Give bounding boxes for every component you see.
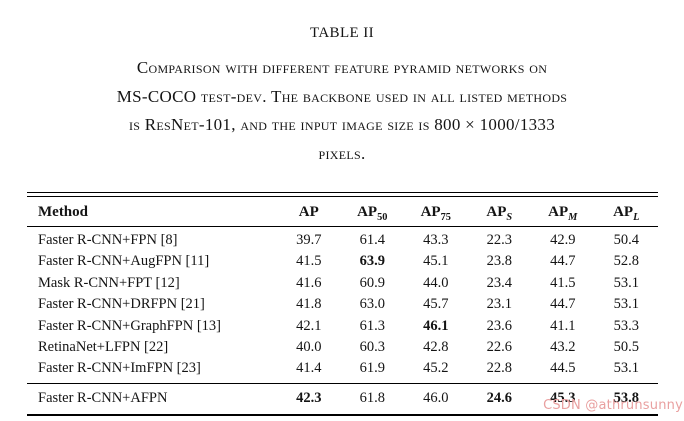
value-cell: 43.2 bbox=[550, 339, 576, 356]
value-cell: 53.3 bbox=[613, 317, 639, 334]
value-cell: 42.3 bbox=[277, 382, 341, 415]
value-cell: 44.5 bbox=[550, 360, 576, 377]
col-header-ap50: AP50 bbox=[340, 197, 404, 227]
csdn-watermark: CSDN @athrunsunny bbox=[543, 398, 683, 413]
table-row: Faster R-CNN+GraphFPN [13] 42.1 61.3 46.… bbox=[27, 316, 658, 337]
method-cell: Faster R-CNN+AugFPN [11] bbox=[38, 253, 210, 270]
caption-line: MS-COCO test-dev. The backbone used in a… bbox=[116, 86, 568, 106]
value-cell: 44.7 bbox=[550, 253, 576, 270]
value-cell: 46.1 bbox=[423, 317, 449, 334]
value-cell: 53.1 bbox=[613, 274, 639, 291]
header-row: Method AP AP50 AP75 APS APM APL bbox=[27, 197, 658, 227]
value-cell: 22.3 bbox=[486, 232, 512, 248]
value-cell: 22.8 bbox=[486, 360, 512, 377]
value-cell: 53.8 bbox=[594, 382, 658, 415]
value-cell: 42.8 bbox=[423, 339, 449, 356]
table-top-rule bbox=[27, 192, 658, 197]
method-cell: Faster R-CNN+AFPN bbox=[27, 382, 277, 415]
value-cell: 40.0 bbox=[296, 339, 322, 356]
table-row: Faster R-CNN+FPN [8] 39.7 61.4 43.3 22.3… bbox=[27, 227, 658, 252]
caption-title: TABLE II bbox=[309, 25, 375, 41]
value-cell: 53.1 bbox=[613, 296, 639, 313]
col-header-aps: APS bbox=[467, 197, 531, 227]
col-header-method: Method bbox=[27, 197, 277, 227]
col-header-apm: APM bbox=[531, 197, 595, 227]
method-cell: Faster R-CNN+ImFPN [23] bbox=[38, 360, 201, 377]
value-cell: 43.3 bbox=[423, 232, 449, 248]
value-cell: 41.8 bbox=[296, 296, 322, 313]
value-cell: 46.0 bbox=[404, 382, 468, 415]
method-cell: Faster R-CNN+GraphFPN [13] bbox=[38, 317, 221, 334]
value-cell: 39.7 bbox=[296, 232, 322, 248]
table-row: Mask R-CNN+FPT [12] 41.6 60.9 44.0 23.4 … bbox=[27, 273, 658, 294]
method-cell: Faster R-CNN+FPN [8] bbox=[38, 232, 178, 248]
value-cell: 50.4 bbox=[613, 232, 639, 248]
value-cell: 23.1 bbox=[486, 296, 512, 313]
value-cell: 45.3 bbox=[531, 382, 595, 415]
value-cell: 61.8 bbox=[340, 382, 404, 415]
value-cell: 53.1 bbox=[613, 360, 639, 377]
results-table-wrap: Method AP AP50 AP75 APS APM APL Faster R… bbox=[27, 192, 658, 417]
table-caption: TABLE II Comparison with different featu… bbox=[0, 25, 684, 168]
value-cell: 22.6 bbox=[486, 339, 512, 356]
col-header-ap75: AP75 bbox=[404, 197, 468, 227]
value-cell: 50.5 bbox=[613, 339, 639, 356]
value-cell: 45.1 bbox=[423, 253, 449, 270]
value-cell: 61.3 bbox=[359, 317, 385, 334]
value-cell: 41.5 bbox=[296, 253, 322, 270]
value-cell: 45.2 bbox=[423, 360, 449, 377]
value-cell: 61.4 bbox=[359, 232, 385, 248]
value-cell: 60.3 bbox=[359, 339, 385, 356]
value-cell: 44.7 bbox=[550, 296, 576, 313]
value-cell: 23.6 bbox=[486, 317, 512, 334]
table-row: RetinaNet+LFPN [22] 40.0 60.3 42.8 22.6 … bbox=[27, 337, 658, 358]
value-cell: 23.4 bbox=[486, 274, 512, 291]
value-cell: 63.0 bbox=[359, 296, 385, 313]
value-cell: 45.7 bbox=[423, 296, 449, 313]
table-row: Faster R-CNN+ImFPN [23] 41.4 61.9 45.2 2… bbox=[27, 358, 658, 383]
caption-line: pixels. bbox=[318, 143, 366, 163]
value-cell: 41.1 bbox=[550, 317, 576, 334]
method-cell: Mask R-CNN+FPT [12] bbox=[38, 274, 180, 291]
table-row: Faster R-CNN+AugFPN [11] 41.5 63.9 45.1 … bbox=[27, 251, 658, 272]
method-cell: RetinaNet+LFPN [22] bbox=[38, 339, 169, 356]
value-cell: 42.1 bbox=[296, 317, 322, 334]
value-cell: 41.6 bbox=[296, 274, 322, 291]
value-cell: 60.9 bbox=[359, 274, 385, 291]
caption-line: Comparison with different feature pyrami… bbox=[136, 58, 548, 77]
table-bottom-rule bbox=[27, 414, 658, 417]
table-row: Faster R-CNN+DRFPN [21] 41.8 63.0 45.7 2… bbox=[27, 294, 658, 315]
col-header-ap: AP bbox=[277, 197, 341, 227]
value-cell: 41.4 bbox=[296, 360, 322, 377]
results-table: Method AP AP50 AP75 APS APM APL Faster R… bbox=[27, 197, 658, 415]
caption-line: is ResNet-101, and the input image size … bbox=[128, 115, 556, 134]
value-cell: 41.5 bbox=[550, 274, 576, 291]
col-header-apl: APL bbox=[594, 197, 658, 227]
value-cell: 44.0 bbox=[423, 274, 449, 291]
table-row-final: Faster R-CNN+AFPN 42.3 61.8 46.0 24.6 45… bbox=[27, 382, 658, 415]
table-final-section: Faster R-CNN+AFPN 42.3 61.8 46.0 24.6 45… bbox=[27, 382, 658, 415]
value-cell: 42.9 bbox=[550, 232, 576, 248]
value-cell: 24.6 bbox=[467, 382, 531, 415]
value-cell: 23.8 bbox=[486, 253, 512, 270]
value-cell: 52.8 bbox=[613, 253, 639, 270]
table-body: Faster R-CNN+FPN [8] 39.7 61.4 43.3 22.3… bbox=[27, 227, 658, 384]
table-header: Method AP AP50 AP75 APS APM APL bbox=[27, 197, 658, 227]
method-cell: Faster R-CNN+DRFPN [21] bbox=[38, 296, 205, 313]
value-cell: 63.9 bbox=[359, 253, 385, 270]
value-cell: 61.9 bbox=[359, 360, 385, 377]
